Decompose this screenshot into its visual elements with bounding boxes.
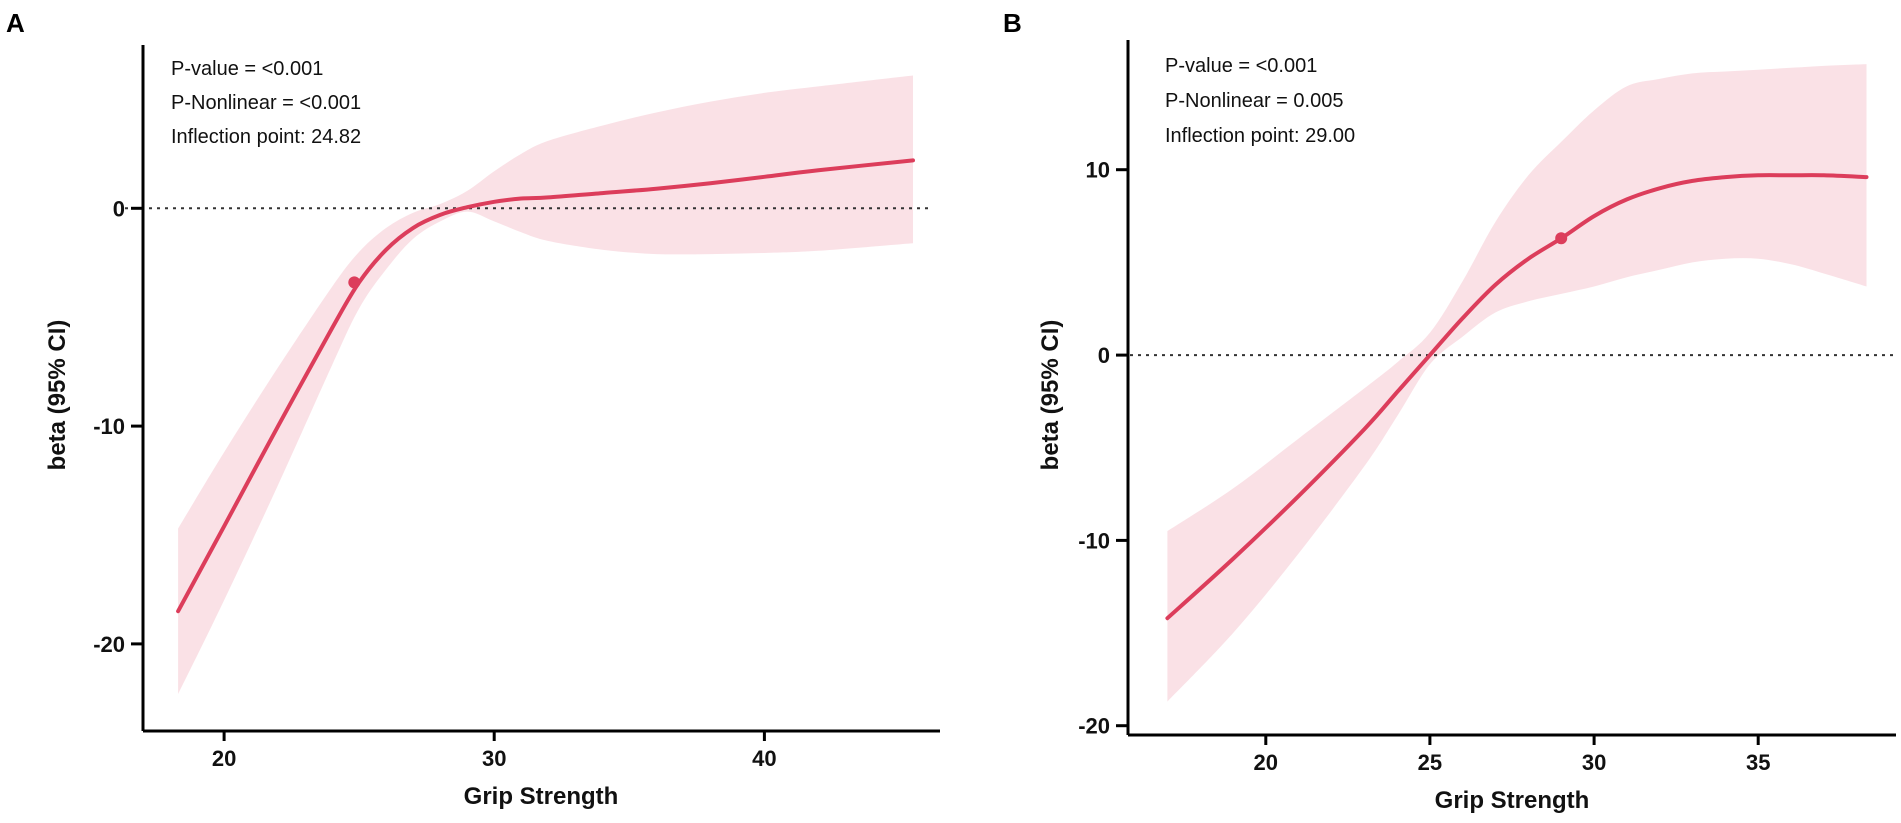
annotation-p-value-a: P-value = <0.001 [171, 58, 323, 80]
annotation-p-value-b: P-value = <0.001 [1165, 55, 1317, 77]
y-tick-label-a--10: -10 [93, 414, 125, 439]
annotation-p-nonlinear-a: P-Nonlinear = <0.001 [171, 92, 361, 114]
x-axis-title-a: Grip Strength [464, 783, 619, 810]
curve-layer-a [176, 158, 915, 614]
inflection-point-marker-b [1555, 232, 1568, 245]
panel-letter-b: B [1003, 8, 1022, 38]
ticks-b: 20 25 30 35 10 0 -10 -20 [1078, 158, 1770, 775]
y-axis-title-a: beta (95% CI) [44, 320, 71, 471]
x-axis-title-b: Grip Strength [1435, 787, 1590, 814]
x-tick-label-a-30: 30 [482, 746, 506, 771]
curve-layer-b [1165, 173, 1869, 621]
y-tick-label-b-10: 10 [1086, 158, 1110, 183]
ticks-a: 20 30 40 0 -10 -20 [93, 196, 776, 771]
ci-band-a [178, 75, 914, 694]
fitted-curve-a [176, 158, 915, 614]
annotation-p-nonlinear-b: P-Nonlinear = 0.005 [1165, 90, 1343, 112]
x-tick-label-a-40: 40 [752, 746, 776, 771]
x-tick-label-b-25: 25 [1418, 750, 1442, 775]
y-tick-label-a--20: -20 [93, 632, 125, 657]
annotation-inflection-b: Inflection point: 29.00 [1165, 125, 1355, 147]
y-tick-label-b--20: -20 [1078, 714, 1110, 739]
x-tick-label-b-35: 35 [1746, 750, 1770, 775]
panel-b: B 20 25 30 35 10 0 -10 -20 P-value = <0.001 P-N… [1003, 8, 1896, 814]
ci-band-layer-a [178, 75, 914, 694]
y-axis-title-b: beta (95% CI) [1037, 320, 1064, 471]
panel-a: A 20 30 40 0 -10 -20 P-value = <0.001 P-Nonli… [6, 8, 940, 810]
panel-letter-a: A [6, 8, 25, 38]
inflection-point-marker-a [348, 276, 361, 289]
x-tick-label-b-20: 20 [1254, 750, 1278, 775]
annotation-inflection-a: Inflection point: 24.82 [171, 126, 361, 148]
fitted-curve-b [1165, 173, 1869, 621]
y-tick-label-b-0: 0 [1098, 343, 1110, 368]
ci-band-b [1167, 64, 1867, 702]
x-tick-label-b-30: 30 [1582, 750, 1606, 775]
y-tick-label-b--10: -10 [1078, 528, 1110, 553]
ci-band-layer-b [1167, 64, 1867, 702]
y-tick-label-a-0: 0 [113, 196, 125, 221]
x-tick-label-a-20: 20 [212, 746, 236, 771]
